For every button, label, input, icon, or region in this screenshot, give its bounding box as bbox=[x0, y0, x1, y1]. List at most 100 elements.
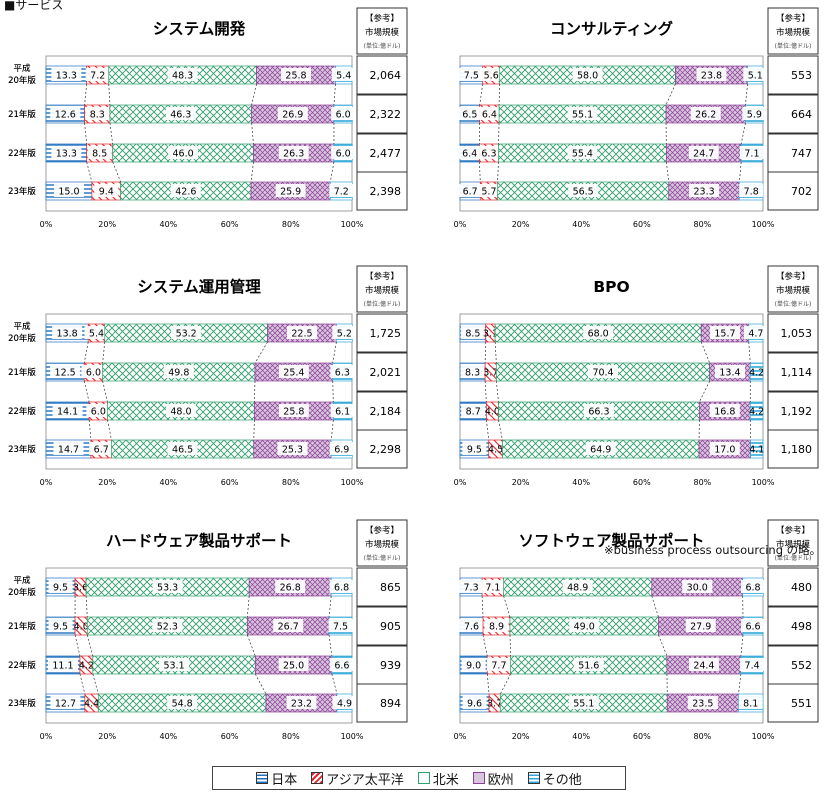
x-tick-label: 100% bbox=[341, 220, 364, 229]
data-label-bg bbox=[275, 580, 306, 593]
data-label-bg bbox=[477, 107, 502, 120]
data-label-bg bbox=[709, 442, 740, 455]
data-label-bg bbox=[52, 404, 83, 417]
market-size-ref: 【参考】 bbox=[776, 271, 810, 282]
data-label: 27.9 bbox=[690, 622, 711, 633]
market-size-ref: 【参考】 bbox=[365, 13, 399, 24]
data-label-bg bbox=[567, 146, 598, 159]
data-label-bg bbox=[286, 326, 317, 339]
x-tick-label: 60% bbox=[221, 732, 239, 741]
data-label-bg bbox=[167, 442, 198, 455]
data-label-bg bbox=[696, 68, 727, 81]
market-size-value: 2,398 bbox=[370, 185, 402, 198]
data-label-bg bbox=[743, 326, 768, 339]
x-tick-label: 100% bbox=[341, 478, 364, 487]
data-label-bg bbox=[53, 442, 84, 455]
x-tick-label: 0% bbox=[40, 732, 53, 741]
data-label-bg bbox=[682, 580, 713, 593]
market-size-label: 市場規模 bbox=[365, 285, 400, 296]
connector-line bbox=[254, 341, 268, 364]
connector-line bbox=[247, 634, 256, 657]
market-size-ref: 【参考】 bbox=[365, 525, 399, 536]
category-label: 20年版 bbox=[8, 333, 36, 344]
data-label-bg bbox=[461, 658, 486, 671]
data-label: 4.9 bbox=[337, 699, 352, 710]
category-label: 平成 bbox=[13, 321, 31, 332]
data-label: 12.7 bbox=[55, 699, 76, 710]
data-label-bg bbox=[331, 107, 356, 120]
legend-label: その他 bbox=[542, 772, 582, 788]
data-label: 6.8 bbox=[334, 583, 349, 594]
data-label: 5.9 bbox=[747, 110, 762, 121]
data-label-bg bbox=[687, 696, 718, 709]
market-size-value: 553 bbox=[791, 69, 812, 82]
data-label-bg bbox=[572, 68, 603, 81]
x-tick-label: 80% bbox=[282, 478, 300, 487]
data-label: 53.1 bbox=[163, 661, 184, 672]
market-size-cell bbox=[356, 352, 408, 392]
data-label: 5.6 bbox=[484, 71, 499, 82]
data-label-bg bbox=[87, 146, 112, 159]
data-label-bg bbox=[165, 107, 196, 120]
market-size-header bbox=[356, 519, 408, 567]
data-label-bg bbox=[741, 619, 766, 632]
connector-line bbox=[486, 673, 490, 695]
market-size-value: 2,298 bbox=[370, 443, 402, 456]
category-label: 21年版 bbox=[8, 367, 36, 378]
data-label: 4.4 bbox=[84, 699, 99, 710]
data-label: 26.2 bbox=[695, 110, 716, 121]
data-label: 9.0 bbox=[466, 661, 481, 672]
connector-line bbox=[102, 341, 106, 364]
bar-segment bbox=[749, 362, 764, 382]
plot-frame bbox=[459, 55, 764, 212]
data-label: 9.5 bbox=[53, 583, 68, 594]
market-size-value: 905 bbox=[380, 620, 401, 633]
x-tick-label: 0% bbox=[40, 478, 53, 487]
connector-line bbox=[499, 673, 511, 695]
data-label: 6.0 bbox=[336, 110, 351, 121]
x-tick-label: 20% bbox=[512, 732, 530, 741]
x-tick-label: 100% bbox=[341, 732, 364, 741]
market-size-cell bbox=[767, 171, 819, 211]
x-tick-label: 40% bbox=[160, 732, 178, 741]
data-label-bg bbox=[462, 442, 487, 455]
data-label: 8.9 bbox=[489, 622, 504, 633]
market-size-value: 2,322 bbox=[370, 108, 402, 121]
data-label-bg bbox=[48, 619, 73, 632]
connector-line bbox=[665, 161, 670, 183]
data-label: 53.2 bbox=[176, 329, 197, 340]
connector-line bbox=[332, 380, 334, 403]
data-label-bg bbox=[458, 184, 483, 197]
chart-title: システム運用管理 bbox=[137, 277, 261, 296]
x-tick-label: 80% bbox=[694, 732, 712, 741]
data-label: 6.9 bbox=[334, 445, 349, 456]
connector-line bbox=[738, 673, 742, 695]
data-label: 6.7 bbox=[463, 187, 478, 198]
data-label: 48.0 bbox=[170, 407, 191, 418]
data-label-bg bbox=[278, 146, 309, 159]
connector-line bbox=[254, 673, 267, 695]
data-label-bg bbox=[567, 107, 598, 120]
data-label: 58.0 bbox=[577, 71, 598, 82]
connector-line bbox=[745, 83, 748, 106]
data-label: 5.7 bbox=[481, 187, 496, 198]
market-size-value: 1,192 bbox=[781, 405, 813, 418]
market-size-unit: (単位:億ドル) bbox=[364, 300, 401, 308]
chart-title: ハードウェア製品サポート bbox=[106, 531, 292, 550]
connector-line bbox=[79, 673, 86, 695]
x-tick-label: 60% bbox=[221, 478, 239, 487]
data-label: 24.7 bbox=[693, 149, 714, 160]
data-label-bg bbox=[159, 658, 190, 671]
x-tick-label: 60% bbox=[633, 732, 651, 741]
market-size-label: 市場規模 bbox=[776, 27, 811, 38]
chart-title: システム開発 bbox=[153, 19, 246, 38]
legend-item: その他 bbox=[527, 769, 582, 788]
x-tick-label: 80% bbox=[694, 220, 712, 229]
category-label: 平成 bbox=[13, 321, 31, 332]
data-label: 23.8 bbox=[701, 71, 722, 82]
category-label: 23年版 bbox=[8, 698, 36, 709]
